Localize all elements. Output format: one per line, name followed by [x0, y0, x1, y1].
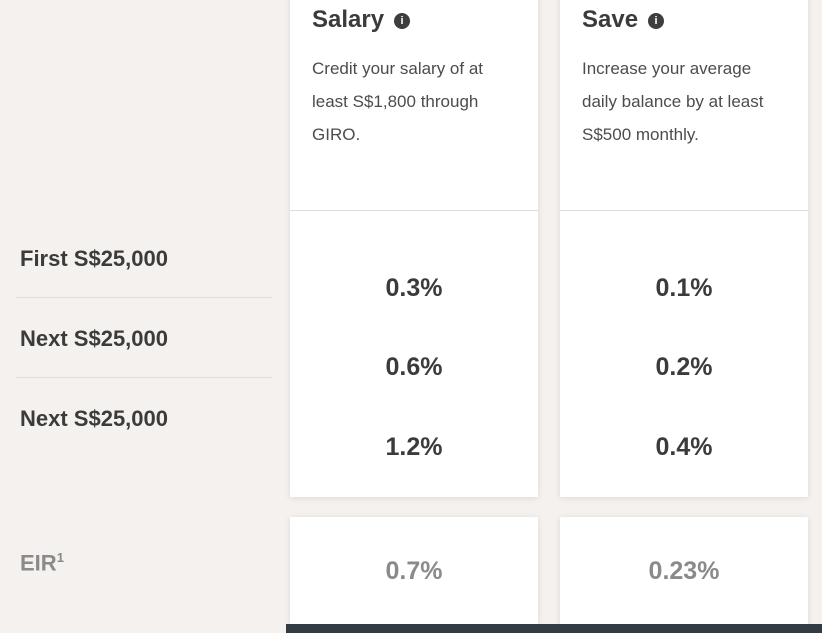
salary-rate-first-25000: 0.3% [385, 274, 443, 302]
bottom-section-edge [286, 624, 822, 633]
row-label-text: Next S$25,000 [20, 406, 168, 431]
salary-column-title: Salary [312, 6, 385, 33]
save-rate-next-25000-b: 0.4% [655, 433, 713, 461]
salary-card-header: Salary i Credit your salary of at least … [290, 0, 538, 151]
salary-column-card: Salary i Credit your salary of at least … [290, 0, 538, 497]
save-title-row: Save i [582, 6, 790, 34]
info-icon-glyph: i [654, 15, 658, 27]
salary-rate-next-25000-b: 1.2% [385, 433, 443, 461]
salary-eir-value: 0.7% [385, 556, 443, 585]
save-eir-card: 0.23% [560, 517, 808, 625]
row-label-first-25000: First S$25,000 [16, 246, 272, 298]
info-icon-glyph: i [400, 15, 404, 27]
salary-title-row: Salary i [312, 6, 520, 34]
row-label-text: Next S$25,000 [20, 326, 168, 351]
salary-rate-next-25000-a: 0.6% [385, 353, 443, 381]
save-card-divider [560, 210, 808, 211]
eir-row-label: EIR1 [20, 550, 64, 576]
row-label-text: First S$25,000 [20, 246, 168, 271]
eir-label-text: EIR [20, 550, 57, 576]
row-label-next-25000-b: Next S$25,000 [16, 406, 272, 458]
save-card-header: Save i Increase your average daily balan… [560, 0, 808, 151]
eir-footnote-superscript: 1 [56, 550, 64, 565]
save-column-card: Save i Increase your average daily balan… [560, 0, 808, 497]
save-column-title: Save [582, 6, 639, 33]
save-rate-first-25000: 0.1% [655, 274, 713, 302]
save-column-description: Increase your average daily balance by a… [582, 59, 764, 144]
save-info-icon[interactable]: i [648, 13, 665, 29]
salary-info-icon[interactable]: i [394, 13, 411, 29]
salary-card-divider [290, 210, 538, 211]
save-rate-next-25000-a: 0.2% [655, 353, 713, 381]
row-label-next-25000-a: Next S$25,000 [16, 326, 272, 378]
salary-eir-card: 0.7% [290, 517, 538, 625]
save-eir-value: 0.23% [648, 556, 720, 585]
salary-column-description: Credit your salary of at least S$1,800 t… [312, 59, 484, 144]
